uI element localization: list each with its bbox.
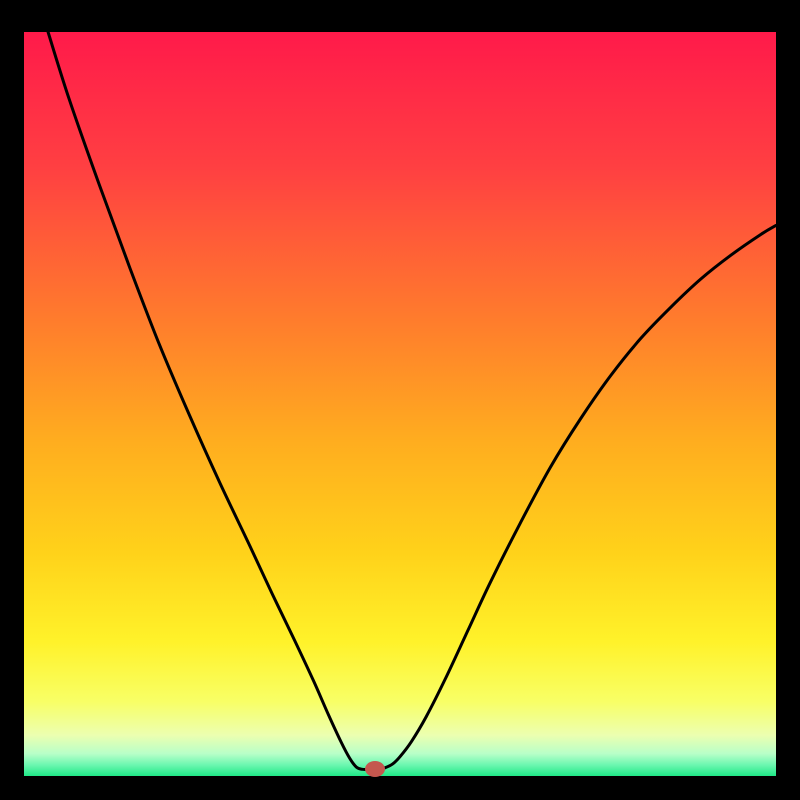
border-right bbox=[776, 0, 800, 800]
border-left bbox=[0, 0, 24, 800]
plot-background-gradient bbox=[24, 32, 776, 776]
chart-frame: TheBottleneck.com bbox=[0, 0, 800, 800]
border-bottom bbox=[0, 776, 800, 800]
border-top bbox=[0, 0, 800, 32]
